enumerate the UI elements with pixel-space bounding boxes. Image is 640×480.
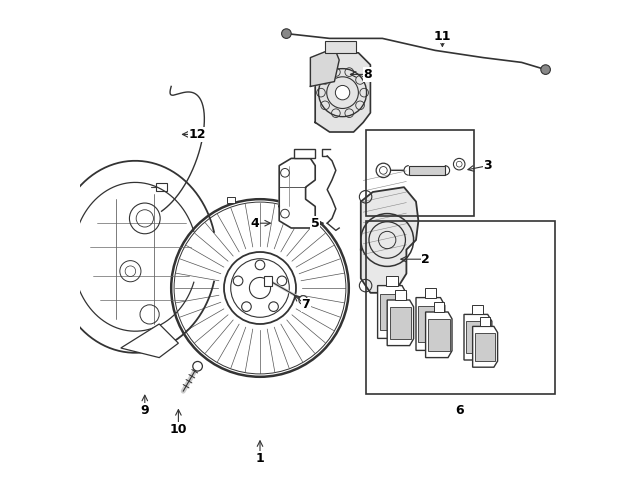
Polygon shape <box>416 298 445 350</box>
Circle shape <box>380 167 387 174</box>
Text: 2: 2 <box>421 252 430 266</box>
Polygon shape <box>472 326 498 367</box>
Bar <box>409 166 445 175</box>
Circle shape <box>250 277 271 299</box>
Circle shape <box>277 276 287 286</box>
Polygon shape <box>426 312 452 358</box>
Bar <box>325 41 356 53</box>
Circle shape <box>234 276 243 286</box>
Polygon shape <box>425 288 436 298</box>
Bar <box>380 293 404 330</box>
Text: 4: 4 <box>251 216 260 230</box>
Bar <box>365 221 556 394</box>
Polygon shape <box>433 302 444 312</box>
Text: 7: 7 <box>301 298 310 312</box>
Bar <box>475 333 495 361</box>
Bar <box>467 321 490 353</box>
Bar <box>264 276 273 286</box>
Bar <box>419 305 442 343</box>
Polygon shape <box>121 324 179 358</box>
Text: 11: 11 <box>434 29 451 43</box>
Bar <box>390 307 412 339</box>
Text: 8: 8 <box>364 68 372 81</box>
Polygon shape <box>387 300 413 346</box>
Text: 6: 6 <box>455 404 463 417</box>
Polygon shape <box>315 53 371 132</box>
Circle shape <box>242 302 252 312</box>
Circle shape <box>193 361 202 371</box>
Text: 1: 1 <box>255 452 264 465</box>
Bar <box>365 130 474 216</box>
Text: 3: 3 <box>484 159 492 172</box>
Circle shape <box>255 260 265 270</box>
Polygon shape <box>387 276 398 286</box>
Polygon shape <box>395 290 406 300</box>
Polygon shape <box>361 187 419 293</box>
Bar <box>156 183 168 191</box>
Circle shape <box>541 65 550 74</box>
Bar <box>428 319 450 351</box>
Polygon shape <box>279 158 315 228</box>
Circle shape <box>269 302 278 312</box>
Text: 10: 10 <box>170 423 187 436</box>
Circle shape <box>335 85 349 100</box>
Circle shape <box>299 296 308 304</box>
Polygon shape <box>378 286 406 338</box>
Text: 12: 12 <box>189 128 206 141</box>
Bar <box>227 197 235 203</box>
Polygon shape <box>480 317 490 326</box>
Text: 5: 5 <box>311 216 319 230</box>
Circle shape <box>282 29 291 38</box>
Polygon shape <box>294 149 315 158</box>
Circle shape <box>456 161 462 167</box>
Polygon shape <box>464 314 492 360</box>
Text: 9: 9 <box>141 404 149 417</box>
Polygon shape <box>472 305 483 314</box>
Polygon shape <box>310 48 339 86</box>
